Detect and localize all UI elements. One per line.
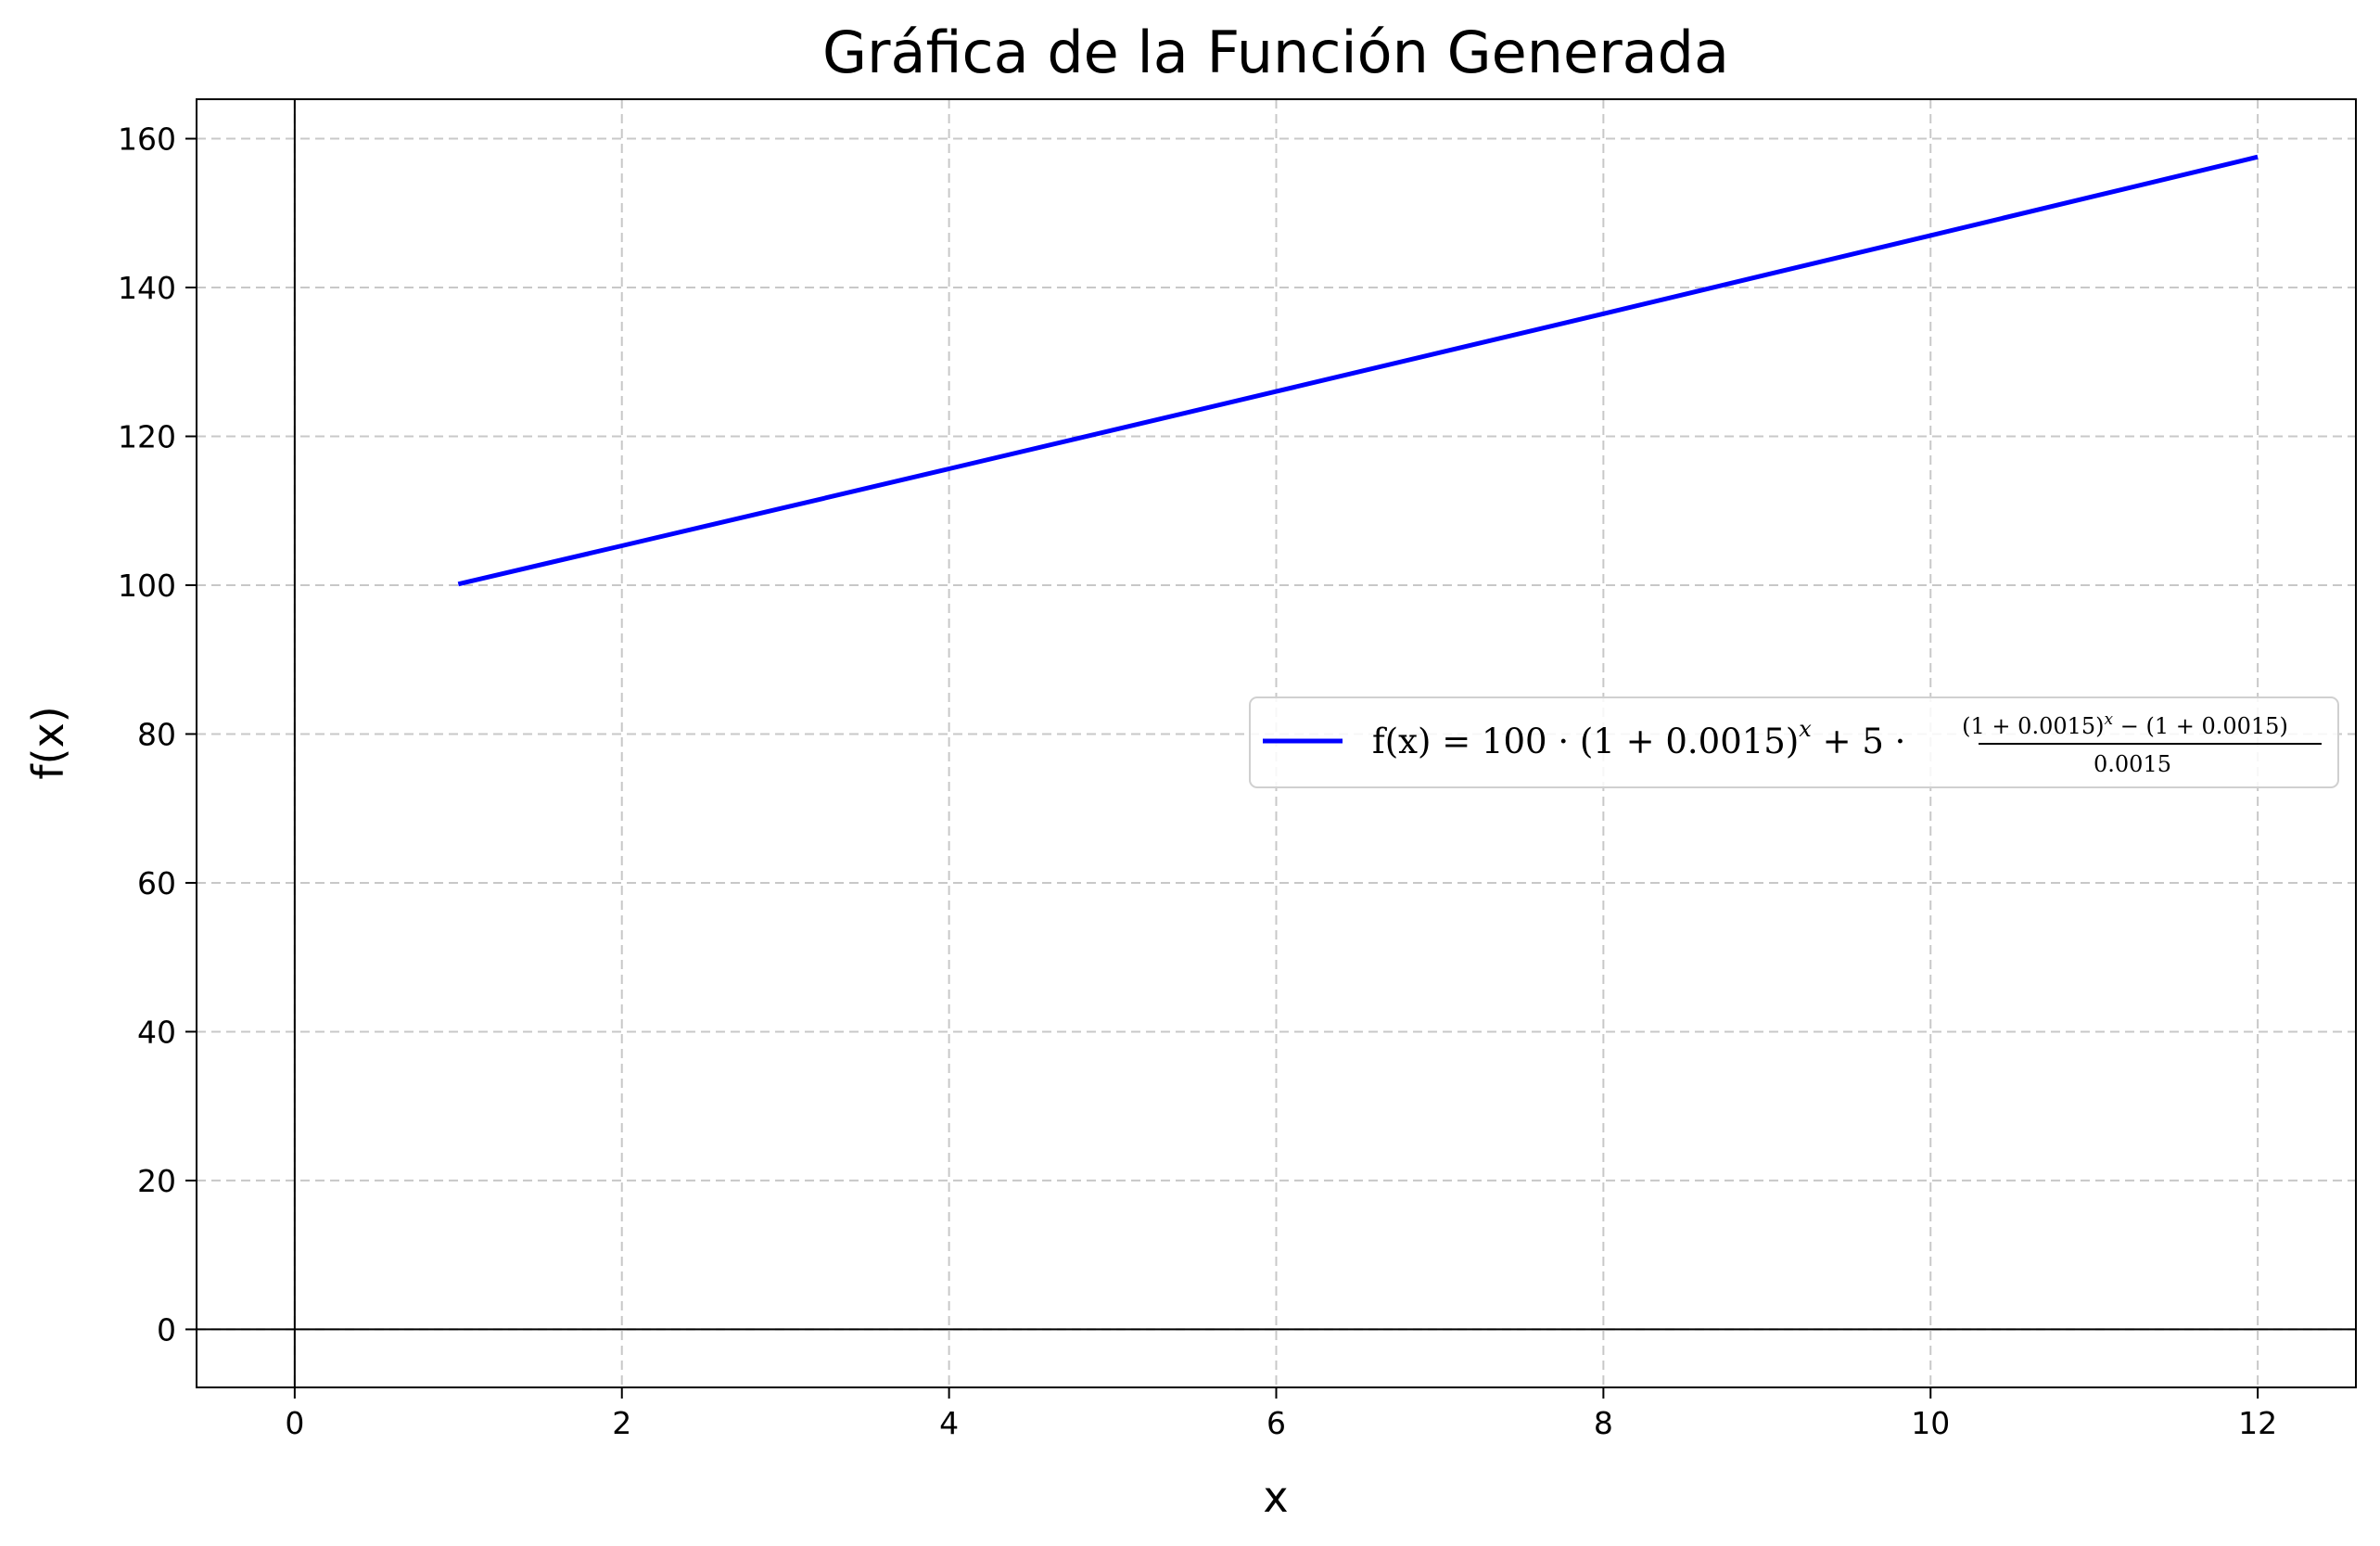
y-tick-label: 140 [118, 270, 176, 306]
legend-exponent: x [1799, 716, 1812, 742]
x-tick-label: 2 [612, 1405, 631, 1441]
zero-lines [197, 99, 2356, 1387]
x-axis-label: x [1263, 1472, 1288, 1522]
y-axis-label: f(x) [23, 706, 73, 779]
y-tick-label: 100 [118, 568, 176, 604]
x-tick-label: 0 [285, 1405, 304, 1441]
legend-box [1249, 696, 2339, 788]
y-tick-label: 60 [137, 865, 176, 901]
y-tick-label: 160 [118, 121, 176, 158]
y-tick-label: 20 [137, 1163, 176, 1199]
legend-mid: + 5 · [1812, 722, 1906, 761]
legend-num-base: (1 + 0.0015) [1962, 713, 2104, 739]
legend-lhs: f(x) = 100 · (1 + 0.0015) [1372, 722, 1799, 761]
x-tick-label: 6 [1266, 1405, 1286, 1441]
legend-denominator: 0.0015 [2094, 751, 2171, 777]
legend-num-exp: x [2105, 710, 2114, 729]
x-tick-label: 8 [1594, 1405, 1613, 1441]
x-tick-label: 12 [2238, 1405, 2277, 1441]
y-tick-label: 0 [157, 1311, 176, 1348]
y-tick-label: 120 [118, 418, 176, 454]
legend-num-rest: − (1 + 0.0015) [2113, 713, 2288, 739]
chart-title: Gráfica de la Función Generada [822, 19, 1729, 86]
x-tick-label: 10 [1911, 1405, 1950, 1441]
series-group [457, 154, 2259, 587]
legend: f(x) = 100 · (1 + 0.0015)x + 5 · (1 + 0.… [1249, 696, 2339, 788]
series-line [457, 154, 2259, 587]
x-tick-label: 4 [939, 1405, 959, 1441]
legend-label: f(x) = 100 · (1 + 0.0015)x + 5 · [1372, 716, 1905, 761]
y-tick-label: 40 [137, 1014, 176, 1050]
legend-numerator: (1 + 0.0015)x − (1 + 0.0015) [1962, 710, 2288, 739]
y-tick-label: 80 [137, 716, 176, 752]
